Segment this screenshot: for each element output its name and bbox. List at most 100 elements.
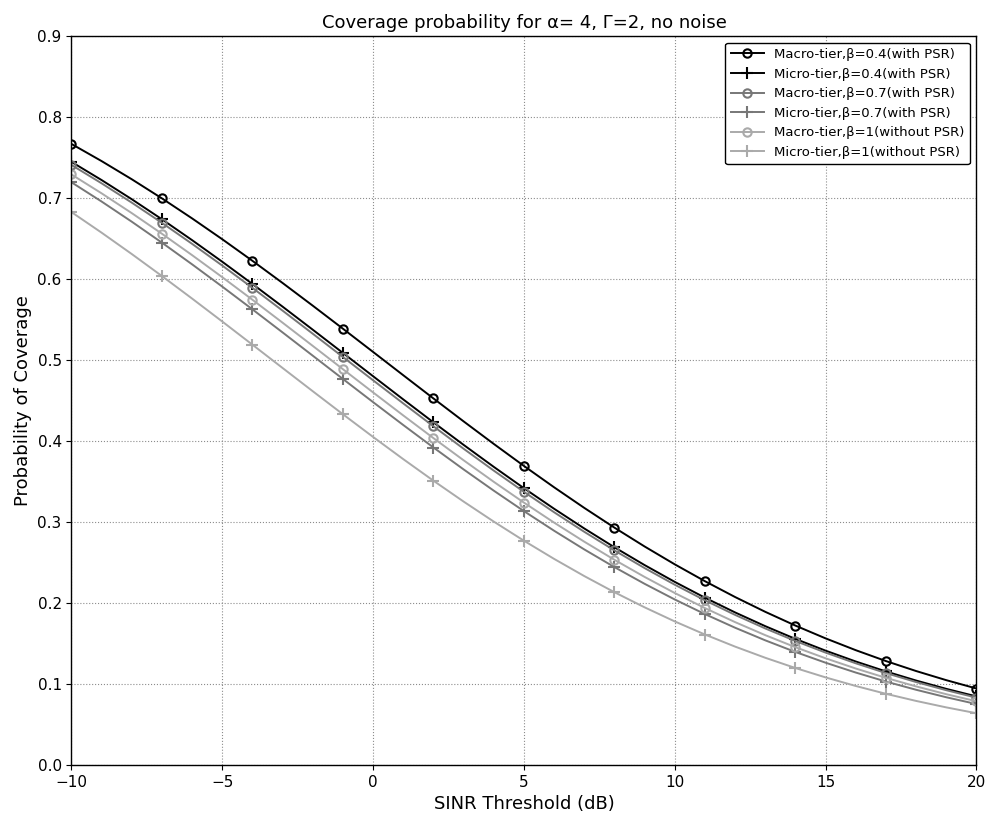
Macro-tier,β=1(without PSR) bbox=[850, 663, 862, 673]
Micro-tier,β=0.7(with PSR) bbox=[96, 197, 108, 207]
Macro-tier,β=0.4(with PSR) bbox=[337, 323, 349, 333]
Macro-tier,β=0.4(with PSR) bbox=[307, 301, 319, 311]
Macro-tier,β=0.7(with PSR) bbox=[458, 444, 470, 454]
Line: Macro-tier,β=1(without PSR): Macro-tier,β=1(without PSR) bbox=[67, 170, 981, 705]
Macro-tier,β=0.7(with PSR) bbox=[277, 306, 289, 316]
Macro-tier,β=1(without PSR) bbox=[337, 364, 349, 374]
Macro-tier,β=1(without PSR) bbox=[789, 643, 801, 653]
Macro-tier,β=1(without PSR) bbox=[216, 272, 228, 282]
Micro-tier,β=0.7(with PSR) bbox=[578, 544, 590, 554]
Micro-tier,β=0.7(with PSR) bbox=[669, 595, 681, 605]
Macro-tier,β=1(without PSR) bbox=[880, 673, 892, 683]
Micro-tier,β=1(without PSR) bbox=[307, 386, 319, 396]
Micro-tier,β=1(without PSR) bbox=[96, 227, 108, 237]
Micro-tier,β=0.4(with PSR) bbox=[307, 325, 319, 335]
Macro-tier,β=1(without PSR) bbox=[488, 477, 500, 487]
Micro-tier,β=0.4(with PSR) bbox=[186, 235, 198, 245]
Macro-tier,β=0.7(with PSR) bbox=[789, 636, 801, 646]
Micro-tier,β=0.4(with PSR) bbox=[548, 504, 560, 514]
Micro-tier,β=0.7(with PSR) bbox=[126, 217, 138, 227]
Micro-tier,β=0.4(with PSR) bbox=[277, 302, 289, 312]
Macro-tier,β=0.7(with PSR) bbox=[337, 352, 349, 362]
Macro-tier,β=0.7(with PSR) bbox=[156, 218, 168, 227]
Micro-tier,β=0.7(with PSR) bbox=[246, 304, 258, 314]
Macro-tier,β=0.7(with PSR) bbox=[246, 283, 258, 293]
Macro-tier,β=0.4(with PSR) bbox=[427, 394, 439, 404]
Micro-tier,β=1(without PSR) bbox=[669, 616, 681, 626]
Micro-tier,β=0.7(with PSR) bbox=[639, 579, 651, 589]
Macro-tier,β=0.7(with PSR) bbox=[96, 179, 108, 189]
Micro-tier,β=1(without PSR) bbox=[970, 708, 982, 718]
Macro-tier,β=0.7(with PSR) bbox=[367, 375, 379, 385]
Macro-tier,β=0.7(with PSR) bbox=[699, 595, 711, 605]
Micro-tier,β=1(without PSR) bbox=[156, 271, 168, 281]
Macro-tier,β=0.7(with PSR) bbox=[65, 160, 77, 170]
Macro-tier,β=1(without PSR) bbox=[307, 341, 319, 351]
Macro-tier,β=0.7(with PSR) bbox=[578, 527, 590, 537]
Micro-tier,β=0.7(with PSR) bbox=[367, 397, 379, 407]
Macro-tier,β=0.7(with PSR) bbox=[669, 580, 681, 590]
Micro-tier,β=1(without PSR) bbox=[126, 249, 138, 259]
Macro-tier,β=0.7(with PSR) bbox=[608, 546, 620, 556]
Micro-tier,β=1(without PSR) bbox=[246, 340, 258, 350]
Macro-tier,β=0.4(with PSR) bbox=[548, 482, 560, 492]
Macro-tier,β=1(without PSR) bbox=[518, 498, 530, 508]
Micro-tier,β=1(without PSR) bbox=[639, 602, 651, 612]
Micro-tier,β=1(without PSR) bbox=[458, 497, 470, 507]
Macro-tier,β=0.4(with PSR) bbox=[96, 156, 108, 166]
Micro-tier,β=0.7(with PSR) bbox=[156, 237, 168, 247]
Micro-tier,β=1(without PSR) bbox=[216, 317, 228, 327]
Micro-tier,β=0.7(with PSR) bbox=[277, 327, 289, 337]
Macro-tier,β=1(without PSR) bbox=[277, 318, 289, 327]
Macro-tier,β=0.4(with PSR) bbox=[216, 234, 228, 244]
Micro-tier,β=1(without PSR) bbox=[488, 517, 500, 527]
Macro-tier,β=0.7(with PSR) bbox=[729, 610, 741, 620]
Macro-tier,β=1(without PSR) bbox=[699, 603, 711, 613]
Micro-tier,β=1(without PSR) bbox=[940, 702, 952, 712]
Micro-tier,β=0.4(with PSR) bbox=[488, 462, 500, 472]
Macro-tier,β=0.7(with PSR) bbox=[639, 563, 651, 573]
Micro-tier,β=0.7(with PSR) bbox=[427, 442, 439, 452]
Macro-tier,β=1(without PSR) bbox=[639, 572, 651, 582]
Micro-tier,β=1(without PSR) bbox=[910, 696, 922, 706]
Macro-tier,β=1(without PSR) bbox=[970, 696, 982, 706]
Micro-tier,β=0.4(with PSR) bbox=[820, 646, 832, 656]
Macro-tier,β=0.4(with PSR) bbox=[458, 417, 470, 427]
Macro-tier,β=1(without PSR) bbox=[458, 456, 470, 466]
Micro-tier,β=0.7(with PSR) bbox=[970, 699, 982, 709]
Macro-tier,β=0.7(with PSR) bbox=[970, 693, 982, 703]
Micro-tier,β=1(without PSR) bbox=[548, 554, 560, 564]
Micro-tier,β=0.4(with PSR) bbox=[699, 593, 711, 603]
Micro-tier,β=0.7(with PSR) bbox=[548, 526, 560, 536]
Macro-tier,β=0.7(with PSR) bbox=[488, 466, 500, 476]
Macro-tier,β=0.7(with PSR) bbox=[427, 421, 439, 431]
Micro-tier,β=1(without PSR) bbox=[729, 642, 741, 652]
Macro-tier,β=1(without PSR) bbox=[65, 170, 77, 179]
Y-axis label: Probability of Coverage: Probability of Coverage bbox=[14, 295, 32, 506]
Macro-tier,β=0.4(with PSR) bbox=[940, 675, 952, 685]
Micro-tier,β=0.7(with PSR) bbox=[65, 177, 77, 187]
Micro-tier,β=0.7(with PSR) bbox=[337, 374, 349, 384]
Micro-tier,β=0.7(with PSR) bbox=[850, 667, 862, 677]
Micro-tier,β=1(without PSR) bbox=[699, 629, 711, 639]
Macro-tier,β=0.4(with PSR) bbox=[880, 656, 892, 666]
Micro-tier,β=1(without PSR) bbox=[578, 571, 590, 581]
Macro-tier,β=1(without PSR) bbox=[729, 617, 741, 627]
Micro-tier,β=0.7(with PSR) bbox=[789, 647, 801, 657]
Macro-tier,β=1(without PSR) bbox=[397, 410, 409, 420]
Micro-tier,β=1(without PSR) bbox=[277, 363, 289, 373]
Micro-tier,β=0.4(with PSR) bbox=[337, 348, 349, 358]
Micro-tier,β=1(without PSR) bbox=[337, 409, 349, 419]
Micro-tier,β=0.4(with PSR) bbox=[96, 175, 108, 185]
Line: Macro-tier,β=0.4(with PSR): Macro-tier,β=0.4(with PSR) bbox=[67, 140, 981, 693]
Micro-tier,β=0.7(with PSR) bbox=[307, 351, 319, 361]
Macro-tier,β=0.7(with PSR) bbox=[910, 677, 922, 687]
Macro-tier,β=0.4(with PSR) bbox=[518, 461, 530, 471]
Micro-tier,β=0.7(with PSR) bbox=[759, 635, 771, 645]
Line: Macro-tier,β=0.7(with PSR): Macro-tier,β=0.7(with PSR) bbox=[67, 160, 981, 702]
Micro-tier,β=0.7(with PSR) bbox=[186, 260, 198, 270]
Macro-tier,β=0.4(with PSR) bbox=[246, 256, 258, 265]
Macro-tier,β=0.7(with PSR) bbox=[940, 686, 952, 696]
Macro-tier,β=0.7(with PSR) bbox=[820, 648, 832, 657]
Macro-tier,β=1(without PSR) bbox=[367, 388, 379, 398]
